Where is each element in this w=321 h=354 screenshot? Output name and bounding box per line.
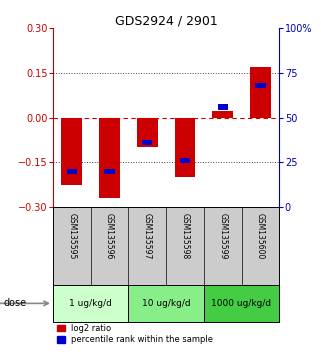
- Bar: [128, 285, 204, 321]
- Text: 1000 ug/kg/d: 1000 ug/kg/d: [212, 299, 272, 308]
- Bar: [137, 118, 158, 148]
- Text: GSM135599: GSM135599: [218, 213, 227, 259]
- Text: dose: dose: [3, 298, 26, 308]
- Bar: [255, 83, 265, 88]
- Bar: [175, 118, 195, 177]
- Bar: [99, 118, 120, 198]
- Text: 10 ug/kg/d: 10 ug/kg/d: [142, 299, 190, 308]
- Bar: [204, 285, 279, 321]
- Bar: [142, 140, 152, 145]
- Bar: [212, 111, 233, 118]
- Bar: [250, 67, 271, 118]
- Text: GSM135597: GSM135597: [143, 213, 152, 259]
- Bar: [218, 104, 228, 110]
- Bar: [61, 118, 82, 185]
- Bar: [67, 169, 77, 174]
- Text: GSM135598: GSM135598: [180, 213, 189, 259]
- Title: GDS2924 / 2901: GDS2924 / 2901: [115, 14, 218, 27]
- Text: GSM135600: GSM135600: [256, 213, 265, 259]
- Legend: log2 ratio, percentile rank within the sample: log2 ratio, percentile rank within the s…: [57, 324, 213, 344]
- Bar: [180, 158, 190, 163]
- Bar: [104, 169, 115, 174]
- Text: 1 ug/kg/d: 1 ug/kg/d: [69, 299, 112, 308]
- Text: GSM135596: GSM135596: [105, 213, 114, 259]
- Text: GSM135595: GSM135595: [67, 213, 76, 259]
- Bar: [53, 285, 128, 321]
